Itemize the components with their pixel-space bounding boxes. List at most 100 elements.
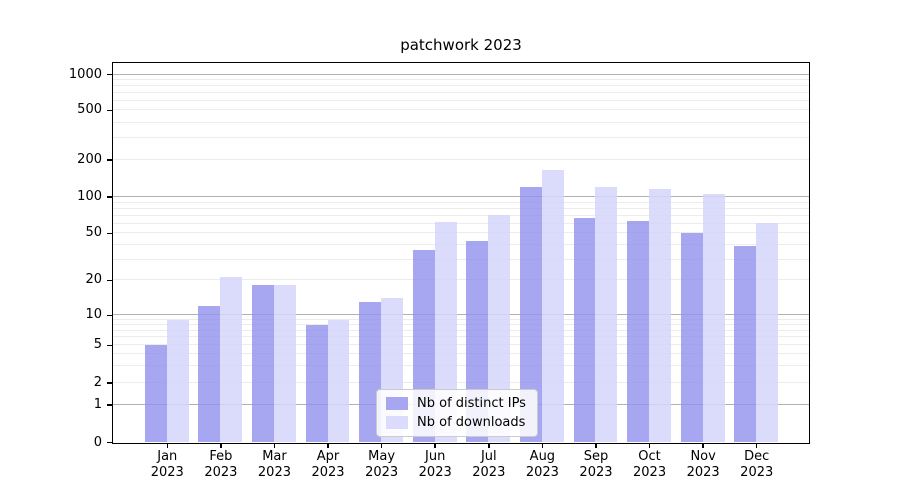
y-axis-tick <box>107 232 112 235</box>
legend-item-distinct-ips: Nb of distinct IPs <box>386 396 526 411</box>
gridline-minor <box>113 79 809 81</box>
gridline-minor <box>113 201 809 203</box>
bar-downloads-feb <box>220 277 243 442</box>
bar-distinct-ips-feb <box>198 305 221 442</box>
gridline-minor <box>113 344 809 346</box>
x-axis-tick <box>434 442 436 448</box>
bar-distinct-ips-mar <box>252 285 274 442</box>
gridline-minor <box>113 329 809 331</box>
x-tick-month: Oct <box>638 449 661 464</box>
gridline-major <box>113 73 809 75</box>
gridline-minor <box>113 207 809 209</box>
bar-downloads-mar <box>273 285 296 442</box>
bar-distinct-ips-apr <box>305 324 328 442</box>
y-tick-label: 10 <box>85 307 102 323</box>
y-tick-label: 50 <box>85 225 102 241</box>
x-tick-year: 2023 <box>311 465 345 480</box>
y-axis-tick <box>107 404 112 406</box>
y-axis-tick <box>107 109 112 112</box>
gridline-minor <box>113 319 809 321</box>
x-tick-month: Apr <box>316 449 340 464</box>
x-tick-year: 2023 <box>418 465 452 480</box>
x-tick-month: Sep <box>583 449 609 464</box>
x-tick-month: Dec <box>744 449 770 464</box>
bar-distinct-ips-nov <box>680 232 703 442</box>
y-axis-tick <box>107 196 112 198</box>
gridline-minor <box>113 214 809 216</box>
x-tick-year: 2023 <box>525 465 559 480</box>
x-tick-year: 2023 <box>365 465 399 480</box>
x-tick-month: Jun <box>425 449 446 464</box>
y-tick-label: 2 <box>93 374 102 390</box>
bar-downloads-sep <box>595 186 618 442</box>
gridline-minor <box>113 100 809 102</box>
y-axis-tick <box>107 382 112 384</box>
gridline-minor <box>113 336 809 338</box>
bar-distinct-ips-sep <box>573 218 596 442</box>
gridline-minor <box>113 92 809 94</box>
x-tick-label: Aug 2023 <box>507 449 577 481</box>
bar-distinct-ips-jan <box>144 344 167 442</box>
y-tick-label: 5 <box>93 337 102 353</box>
x-axis-tick <box>327 442 329 448</box>
legend-swatch-icon <box>386 397 408 410</box>
x-tick-label: Nov 2023 <box>668 449 738 481</box>
legend: Nb of distinct IPs Nb of downloads <box>376 389 538 437</box>
x-tick-label: Apr 2023 <box>293 449 363 481</box>
x-tick-month: Feb <box>209 449 233 464</box>
x-axis-tick <box>702 442 704 448</box>
x-axis-tick <box>595 442 597 448</box>
x-tick-label: Mar 2023 <box>239 449 309 481</box>
x-tick-year: 2023 <box>472 465 506 480</box>
x-tick-year: 2023 <box>257 465 291 480</box>
legend-swatch-icon <box>386 416 408 429</box>
x-tick-label: Sep 2023 <box>561 449 631 481</box>
bar-distinct-ips-may <box>359 301 382 442</box>
legend-label-distinct-ips: Nb of distinct IPs <box>417 396 526 411</box>
gridline-minor <box>113 324 809 326</box>
y-tick-label: 20 <box>85 272 102 288</box>
bar-downloads-oct <box>649 189 671 442</box>
gridline-minor <box>113 222 809 224</box>
bar-distinct-ips-aug <box>519 186 542 442</box>
bar-downloads-nov <box>702 193 725 442</box>
y-axis-tick <box>107 314 112 317</box>
x-axis-tick <box>755 442 758 448</box>
x-tick-year: 2023 <box>204 465 238 480</box>
x-tick-label: Jul 2023 <box>454 449 524 481</box>
bar-distinct-ips-dec <box>734 245 757 442</box>
gridline-minor <box>113 137 809 139</box>
x-tick-year: 2023 <box>579 465 613 480</box>
legend-label-downloads: Nb of downloads <box>417 415 526 430</box>
x-axis-tick <box>166 442 169 448</box>
x-axis-tick <box>273 442 276 448</box>
x-tick-year: 2023 <box>686 465 720 480</box>
gridline-minor <box>113 279 809 281</box>
x-tick-month: Nov <box>690 449 716 464</box>
x-tick-label: Dec 2023 <box>722 449 792 481</box>
x-tick-label: May 2023 <box>347 449 417 481</box>
x-tick-month: Aug <box>529 449 556 464</box>
y-tick-label: 500 <box>77 102 102 118</box>
gridline-major <box>113 196 809 198</box>
y-tick-label: 0 <box>93 434 102 450</box>
x-tick-year: 2023 <box>150 465 184 480</box>
legend-item-downloads: Nb of downloads <box>386 415 526 430</box>
y-tick-label: 1 <box>93 396 102 412</box>
y-tick-label: 1000 <box>68 66 102 82</box>
y-tick-label: 100 <box>77 189 102 205</box>
x-tick-label: Oct 2023 <box>615 449 685 481</box>
bar-downloads-dec <box>756 223 779 442</box>
x-axis-tick <box>488 442 490 448</box>
y-axis-tick <box>107 159 112 161</box>
y-axis-tick <box>107 73 112 76</box>
chart-title: patchwork 2023 <box>400 36 522 54</box>
gridline-minor <box>113 232 809 234</box>
y-axis-tick <box>107 344 112 347</box>
y-axis-tick <box>107 279 112 282</box>
x-axis-tick <box>541 442 544 448</box>
x-tick-year: 2023 <box>633 465 667 480</box>
x-tick-month: Jan <box>157 449 178 464</box>
x-tick-label: Feb 2023 <box>186 449 256 481</box>
